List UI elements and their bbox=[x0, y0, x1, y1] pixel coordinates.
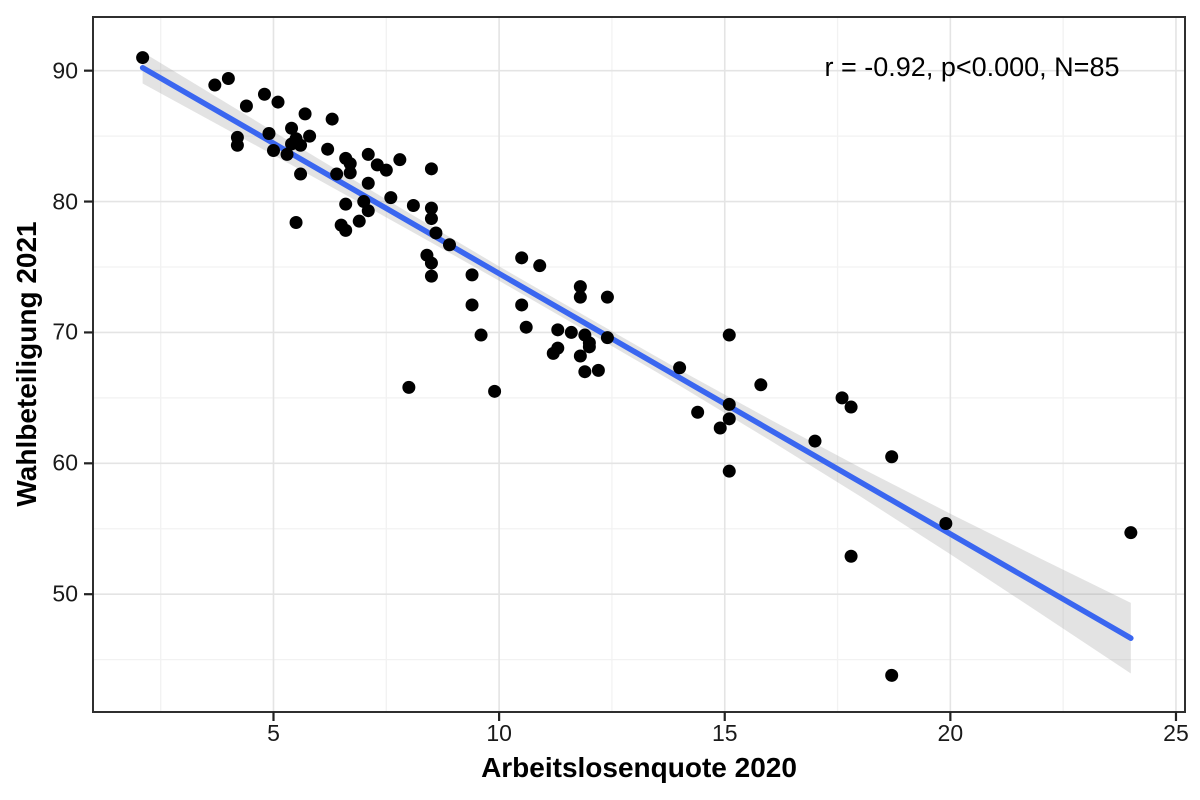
panel-border bbox=[92, 16, 1186, 713]
data-point bbox=[339, 223, 353, 237]
data-point bbox=[573, 290, 587, 304]
data-point bbox=[294, 138, 308, 152]
data-point bbox=[266, 144, 280, 158]
data-point bbox=[330, 167, 344, 181]
data-point bbox=[406, 198, 420, 212]
data-point bbox=[257, 87, 271, 101]
data-point bbox=[262, 126, 276, 140]
axis-ticks bbox=[84, 69, 1178, 721]
y-tick-label: 50 bbox=[52, 580, 78, 607]
data-point bbox=[442, 238, 456, 252]
data-point bbox=[352, 214, 366, 228]
data-point bbox=[546, 346, 560, 360]
y-tick-label: 90 bbox=[52, 57, 78, 84]
data-point bbox=[722, 412, 736, 426]
data-point bbox=[361, 204, 375, 218]
data-point bbox=[713, 421, 727, 435]
data-point bbox=[600, 290, 614, 304]
data-point bbox=[573, 349, 587, 363]
data-points bbox=[136, 51, 1138, 682]
data-point bbox=[361, 147, 375, 161]
data-point bbox=[361, 176, 375, 190]
x-tick-label: 20 bbox=[937, 720, 964, 746]
data-point bbox=[600, 331, 614, 345]
data-point bbox=[835, 391, 849, 405]
grid-minor bbox=[93, 17, 1185, 712]
data-point bbox=[424, 269, 438, 283]
x-tick-label: 5 bbox=[267, 720, 280, 746]
data-point bbox=[424, 256, 438, 270]
data-point bbox=[379, 163, 393, 177]
data-point bbox=[298, 107, 312, 121]
data-point bbox=[343, 166, 357, 180]
data-point bbox=[519, 320, 533, 334]
data-point bbox=[515, 251, 529, 265]
data-point bbox=[303, 129, 317, 143]
data-point bbox=[429, 226, 443, 240]
data-point bbox=[844, 400, 858, 414]
data-point bbox=[722, 397, 736, 411]
data-point bbox=[691, 405, 705, 419]
data-point bbox=[533, 259, 547, 273]
data-point bbox=[515, 298, 529, 312]
regression-line bbox=[139, 65, 1134, 641]
y-tick-label: 80 bbox=[52, 188, 78, 215]
data-point bbox=[384, 191, 398, 205]
data-point bbox=[885, 668, 899, 682]
data-point bbox=[582, 340, 596, 354]
data-point bbox=[722, 464, 736, 478]
data-point bbox=[564, 325, 578, 339]
data-point bbox=[673, 361, 687, 375]
data-point bbox=[722, 328, 736, 342]
data-point bbox=[343, 157, 357, 171]
data-point bbox=[808, 434, 822, 448]
data-point bbox=[754, 378, 768, 392]
data-point bbox=[424, 201, 438, 215]
data-point bbox=[424, 162, 438, 176]
data-point bbox=[339, 197, 353, 211]
data-point bbox=[474, 328, 488, 342]
data-point bbox=[424, 212, 438, 226]
data-point bbox=[578, 365, 592, 379]
data-point bbox=[551, 323, 565, 337]
data-point bbox=[573, 280, 587, 294]
x-tick-label: 15 bbox=[711, 720, 738, 746]
data-point bbox=[488, 384, 502, 398]
data-point bbox=[325, 112, 339, 126]
data-point bbox=[321, 142, 335, 156]
data-point bbox=[289, 215, 303, 229]
data-point bbox=[885, 450, 899, 464]
y-tick-label: 70 bbox=[52, 318, 78, 345]
data-point bbox=[221, 72, 235, 86]
data-point bbox=[208, 78, 222, 92]
data-point bbox=[393, 153, 407, 167]
data-point bbox=[402, 380, 416, 394]
correlation-annotation: r = -0.92, p<0.000, N=85 bbox=[824, 52, 1120, 82]
grid-major bbox=[93, 17, 1185, 712]
data-point bbox=[591, 363, 605, 377]
x-axis-title: Arbeitslosenquote 2020 bbox=[481, 752, 797, 783]
data-point bbox=[465, 268, 479, 282]
y-tick-label: 60 bbox=[52, 449, 78, 476]
data-point bbox=[844, 549, 858, 563]
data-point bbox=[1124, 526, 1138, 540]
x-tick-label: 25 bbox=[1163, 720, 1189, 746]
data-point bbox=[294, 167, 308, 181]
data-point bbox=[136, 51, 150, 65]
data-point bbox=[939, 517, 953, 531]
data-point bbox=[285, 121, 299, 135]
x-tick-label: 10 bbox=[486, 720, 512, 746]
data-point bbox=[280, 147, 294, 161]
data-point bbox=[239, 99, 253, 113]
data-point bbox=[271, 95, 285, 109]
data-point bbox=[465, 298, 479, 312]
data-point bbox=[230, 138, 244, 152]
